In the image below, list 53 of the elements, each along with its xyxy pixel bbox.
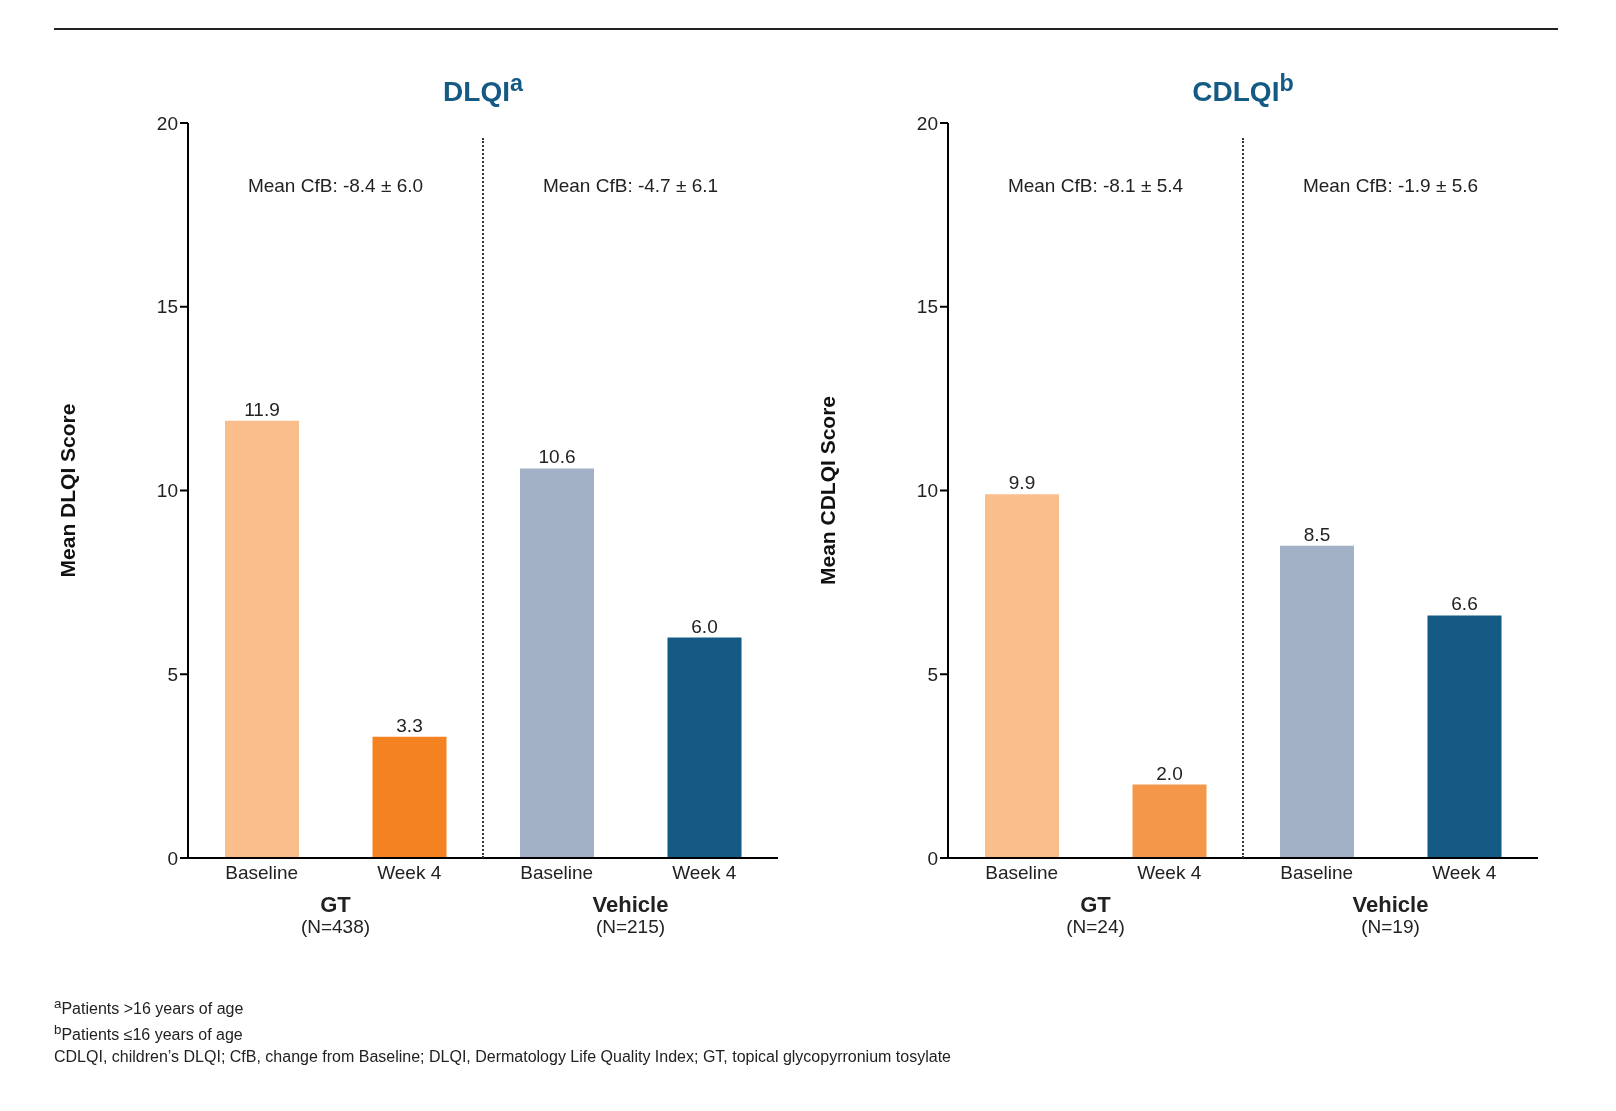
y-tick-label: 15 bbox=[156, 296, 178, 318]
text: (N=215) bbox=[594, 916, 667, 938]
x-tick-label: Week 4 bbox=[1432, 862, 1497, 884]
x-tick-label: Week 4 bbox=[1137, 862, 1202, 884]
bar bbox=[667, 637, 742, 858]
text: GT bbox=[1079, 892, 1112, 918]
data-label: 8.5 bbox=[1303, 523, 1331, 545]
x-tick-label: Week 4 bbox=[672, 862, 737, 884]
bar bbox=[225, 420, 299, 858]
bar bbox=[520, 468, 594, 858]
y-axis-title: Mean DLQI Score bbox=[56, 403, 80, 578]
bar bbox=[372, 736, 447, 858]
x-tick-label: Baseline bbox=[225, 862, 299, 884]
y-tick-label: 10 bbox=[156, 480, 178, 502]
y-tick-label: 0 bbox=[167, 847, 178, 869]
bar bbox=[1280, 545, 1354, 858]
data-label: 9.9 bbox=[1008, 472, 1036, 494]
annotation: Mean CfB: -8.4 ± 6.0 bbox=[246, 175, 425, 197]
annotation: Mean CfB: -8.1 ± 5.4 bbox=[1006, 175, 1185, 197]
text: (N=19) bbox=[1360, 916, 1421, 938]
chart-title: CDLQI$^{b}$ bbox=[1191, 70, 1295, 109]
data-label: 10.6 bbox=[538, 446, 576, 468]
bar bbox=[1427, 615, 1502, 858]
bar bbox=[985, 494, 1059, 858]
x-tick-label: Baseline bbox=[1280, 862, 1354, 884]
text: (N=438) bbox=[299, 916, 372, 938]
x-tick-label: Baseline bbox=[520, 862, 594, 884]
y-tick-label: 5 bbox=[927, 663, 938, 685]
data-label: 6.6 bbox=[1451, 593, 1478, 615]
y-tick-label: 5 bbox=[167, 663, 178, 685]
y-axis-title: Mean CDLQI Score bbox=[816, 395, 840, 586]
bar bbox=[1132, 784, 1207, 858]
y-tick-label: 20 bbox=[916, 112, 938, 134]
text: Vehicle bbox=[1351, 892, 1430, 918]
y-tick-label: 20 bbox=[156, 112, 178, 134]
chart-title: DLQI$^{a}$ bbox=[442, 70, 524, 109]
data-label: 6.0 bbox=[691, 615, 718, 637]
text: GT bbox=[319, 892, 352, 918]
text: $^{a}$Patients >16 years of age bbox=[54, 995, 245, 1020]
y-tick-label: 10 bbox=[916, 480, 938, 502]
x-tick-label: Week 4 bbox=[377, 862, 442, 884]
data-label: 3.3 bbox=[396, 714, 423, 736]
y-tick-label: 15 bbox=[916, 296, 938, 318]
annotation: Mean CfB: -4.7 ± 6.1 bbox=[541, 175, 720, 197]
x-tick-label: Baseline bbox=[985, 862, 1059, 884]
annotation: Mean CfB: -1.9 ± 5.6 bbox=[1301, 175, 1480, 197]
data-label: 2.0 bbox=[1156, 762, 1183, 784]
text: $^{b}$Patients ≤16 years of age bbox=[54, 1021, 244, 1046]
y-tick-label: 0 bbox=[927, 847, 938, 869]
text: CDLQI, children’s DLQI; CfB, change from Baseline; DLQI, Dermatology Life Quality Index; GT, topical glycopyrronium tosylate bbox=[54, 1046, 951, 1067]
data-label: 11.9 bbox=[244, 398, 280, 420]
text: (N=24) bbox=[1065, 916, 1126, 938]
text: Vehicle bbox=[591, 892, 670, 918]
